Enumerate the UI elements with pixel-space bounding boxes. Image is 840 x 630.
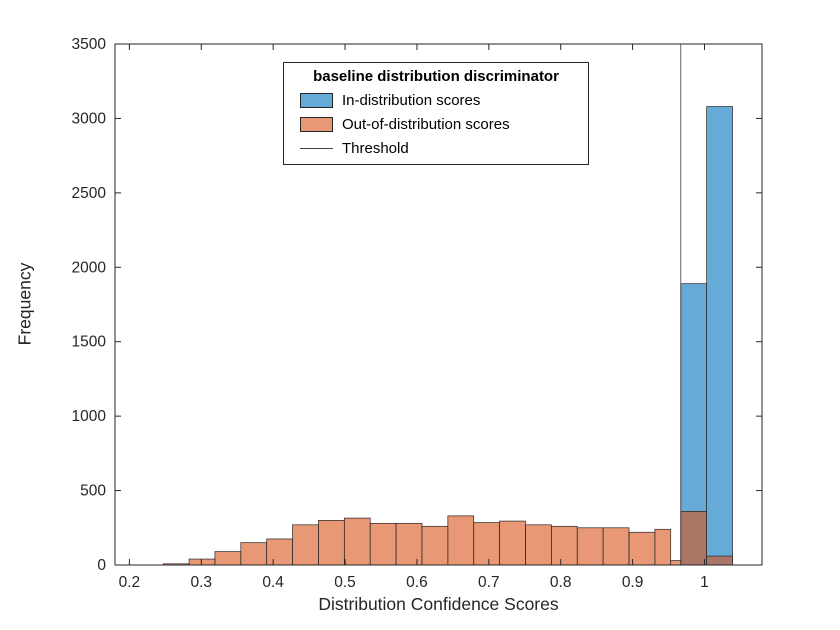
svg-text:0.2: 0.2 bbox=[119, 574, 141, 591]
svg-text:2500: 2500 bbox=[72, 185, 107, 202]
out-of-distribution-swatch-icon bbox=[300, 116, 333, 132]
svg-text:0.4: 0.4 bbox=[262, 574, 284, 591]
svg-text:0.5: 0.5 bbox=[334, 574, 356, 591]
svg-text:0: 0 bbox=[97, 557, 106, 574]
svg-text:0.7: 0.7 bbox=[478, 574, 500, 591]
legend: baseline distribution discriminator In-d… bbox=[283, 62, 589, 165]
svg-text:0.6: 0.6 bbox=[406, 574, 428, 591]
svg-text:0.9: 0.9 bbox=[622, 574, 644, 591]
x-axis-label: Distribution Confidence Scores bbox=[318, 594, 559, 614]
legend-title: baseline distribution discriminator bbox=[313, 68, 559, 85]
svg-text:500: 500 bbox=[80, 483, 106, 500]
legend-entry-out-of-distribution: Out-of-distribution scores bbox=[284, 112, 588, 136]
svg-text:0.3: 0.3 bbox=[190, 574, 212, 591]
in-distribution-swatch-icon bbox=[300, 92, 333, 108]
svg-text:3500: 3500 bbox=[72, 36, 107, 53]
svg-text:1500: 1500 bbox=[72, 334, 107, 351]
legend-label-threshold: Threshold bbox=[342, 139, 409, 157]
legend-entry-in-distribution: In-distribution scores bbox=[284, 88, 588, 112]
legend-label-out-of-distribution: Out-of-distribution scores bbox=[342, 115, 510, 133]
legend-label-in-distribution: In-distribution scores bbox=[342, 91, 481, 109]
svg-text:1000: 1000 bbox=[72, 408, 107, 425]
legend-entry-threshold: Threshold bbox=[284, 136, 588, 160]
threshold-line-icon bbox=[300, 147, 333, 149]
y-axis-label: Frequency bbox=[14, 262, 35, 346]
svg-text:2000: 2000 bbox=[72, 259, 107, 276]
svg-text:1: 1 bbox=[700, 574, 709, 591]
svg-text:0.8: 0.8 bbox=[550, 574, 572, 591]
svg-text:3000: 3000 bbox=[72, 110, 107, 127]
